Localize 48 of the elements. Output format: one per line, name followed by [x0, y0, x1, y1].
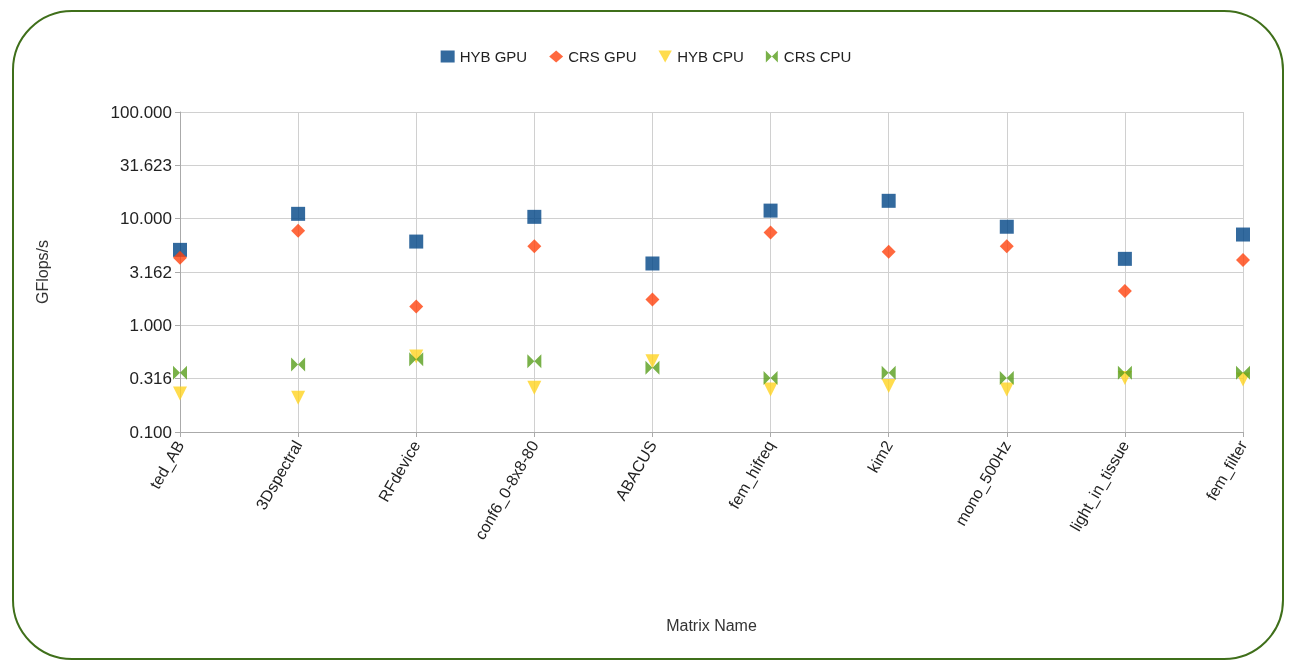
y-tick-label: 0.100 [129, 422, 172, 442]
x-axis-title: Matrix Name [666, 616, 757, 634]
point [763, 371, 778, 386]
point [409, 234, 424, 249]
y-tick-label: 3.162 [129, 262, 172, 282]
point [763, 382, 778, 397]
point [645, 256, 660, 271]
legend-label: HYB GPU [459, 48, 528, 65]
point [1236, 227, 1250, 242]
point [645, 292, 660, 307]
point [763, 225, 778, 240]
point [1117, 283, 1132, 298]
y-axis-title: GFlops/s [33, 239, 51, 305]
y-tick-label: 31.623 [120, 155, 172, 175]
point [1117, 365, 1132, 380]
point [527, 380, 542, 395]
y-tick-label: 0.316 [129, 369, 172, 389]
point [291, 223, 306, 238]
y-tick-label: 1.000 [129, 315, 172, 335]
point [291, 357, 306, 372]
point [1117, 251, 1132, 266]
legend-label: CRS GPU [568, 48, 637, 65]
legend-label: HYB CPU [677, 48, 744, 65]
point [881, 378, 896, 393]
point [881, 365, 896, 380]
point [763, 203, 778, 218]
point [173, 386, 187, 401]
point [999, 371, 1014, 386]
point [881, 193, 896, 208]
point [645, 354, 660, 369]
y-tick-label: 100.000 [110, 102, 172, 122]
y-tick-label: 10.000 [120, 209, 172, 229]
point [1236, 252, 1250, 267]
point [291, 390, 306, 405]
point [999, 239, 1014, 254]
point [527, 239, 542, 254]
point [645, 360, 660, 375]
point [173, 365, 187, 380]
legend-label: CRS CPU [783, 48, 852, 65]
point [527, 209, 542, 224]
point [173, 250, 187, 265]
point [999, 382, 1014, 397]
point [881, 244, 896, 259]
point [999, 219, 1014, 234]
point [527, 354, 542, 369]
point [409, 299, 424, 314]
point [291, 206, 306, 221]
point [1236, 365, 1250, 380]
